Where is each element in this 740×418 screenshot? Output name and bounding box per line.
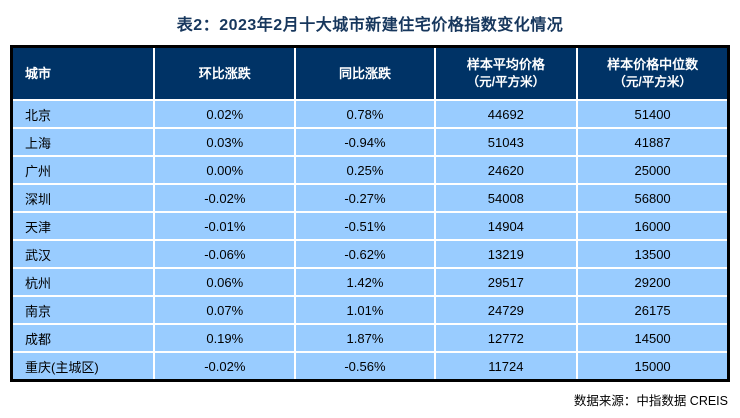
city-cell: 广州 bbox=[10, 155, 156, 185]
yoy-cell: 0.78% bbox=[294, 99, 436, 129]
table-row: 重庆(主城区) -0.02% -0.56% 11724 15000 bbox=[10, 351, 730, 382]
page-title: 表2：2023年2月十大城市新建住宅价格指数变化情况 bbox=[176, 17, 564, 34]
city-cell: 北京 bbox=[10, 99, 156, 129]
avg-price-cell: 13219 bbox=[433, 239, 579, 269]
avg-price-cell: 24620 bbox=[433, 155, 579, 185]
table-row: 武汉 -0.06% -0.62% 13219 13500 bbox=[10, 239, 730, 269]
mom-cell: -0.02% bbox=[153, 351, 297, 382]
column-header-median-price: 样本价格中位数 （元/平方米） bbox=[576, 45, 730, 101]
column-header-avg-price: 样本平均价格 （元/平方米） bbox=[433, 45, 579, 101]
mom-cell: 0.07% bbox=[153, 295, 297, 325]
mom-cell: 0.03% bbox=[153, 127, 297, 157]
avg-price-cell: 51043 bbox=[433, 127, 579, 157]
avg-price-cell: 24729 bbox=[433, 295, 579, 325]
avg-price-cell: 44692 bbox=[433, 99, 579, 129]
table-row: 上海 0.03% -0.94% 51043 41887 bbox=[10, 127, 730, 157]
table-header-row: 城市 环比涨跌 同比涨跌 样本平均价格 （元/平方米） 样本价格中位数 （元/平… bbox=[10, 45, 730, 101]
price-index-table: 城市 环比涨跌 同比涨跌 样本平均价格 （元/平方米） 样本价格中位数 （元/平… bbox=[10, 45, 730, 382]
mom-cell: -0.06% bbox=[153, 239, 297, 269]
table-row: 南京 0.07% 1.01% 24729 26175 bbox=[10, 295, 730, 325]
table-row: 广州 0.00% 0.25% 24620 25000 bbox=[10, 155, 730, 185]
median-price-cell: 16000 bbox=[576, 211, 730, 241]
median-price-cell: 56800 bbox=[576, 183, 730, 213]
city-cell: 深圳 bbox=[10, 183, 156, 213]
median-price-cell: 25000 bbox=[576, 155, 730, 185]
city-cell: 天津 bbox=[10, 211, 156, 241]
yoy-cell: -0.27% bbox=[294, 183, 436, 213]
data-source-note: 数据来源：中指数据 CREIS bbox=[573, 394, 728, 408]
table-row: 成都 0.19% 1.87% 12772 14500 bbox=[10, 323, 730, 353]
yoy-cell: 1.87% bbox=[294, 323, 436, 353]
yoy-cell: -0.94% bbox=[294, 127, 436, 157]
avg-price-cell: 12772 bbox=[433, 323, 579, 353]
city-cell: 上海 bbox=[10, 127, 156, 157]
city-cell: 重庆(主城区) bbox=[10, 351, 156, 382]
city-cell: 成都 bbox=[10, 323, 156, 353]
mom-cell: -0.01% bbox=[153, 211, 297, 241]
yoy-cell: -0.51% bbox=[294, 211, 436, 241]
table-row: 天津 -0.01% -0.51% 14904 16000 bbox=[10, 211, 730, 241]
avg-price-cell: 14904 bbox=[433, 211, 579, 241]
city-cell: 南京 bbox=[10, 295, 156, 325]
table-row: 深圳 -0.02% -0.27% 54008 56800 bbox=[10, 183, 730, 213]
median-price-cell: 41887 bbox=[576, 127, 730, 157]
avg-price-cell: 54008 bbox=[433, 183, 579, 213]
yoy-cell: 1.01% bbox=[294, 295, 436, 325]
median-price-cell: 26175 bbox=[576, 295, 730, 325]
table-row: 杭州 0.06% 1.42% 29517 29200 bbox=[10, 267, 730, 297]
city-cell: 杭州 bbox=[10, 267, 156, 297]
median-price-cell: 15000 bbox=[576, 351, 730, 382]
city-cell: 武汉 bbox=[10, 239, 156, 269]
column-header-city: 城市 bbox=[10, 45, 156, 101]
yoy-cell: 0.25% bbox=[294, 155, 436, 185]
mom-cell: 0.00% bbox=[153, 155, 297, 185]
unit-label: （元/平方米） bbox=[613, 74, 692, 89]
median-price-cell: 14500 bbox=[576, 323, 730, 353]
yoy-cell: -0.56% bbox=[294, 351, 436, 382]
median-price-cell: 13500 bbox=[576, 239, 730, 269]
mom-cell: 0.06% bbox=[153, 267, 297, 297]
median-price-cell: 29200 bbox=[576, 267, 730, 297]
mom-cell: 0.02% bbox=[153, 99, 297, 129]
column-header-yoy-change: 同比涨跌 bbox=[294, 45, 436, 101]
avg-price-cell: 11724 bbox=[433, 351, 579, 382]
column-header-mom-change: 环比涨跌 bbox=[153, 45, 297, 101]
unit-label: （元/平方米） bbox=[466, 74, 546, 89]
median-price-cell: 51400 bbox=[576, 99, 730, 129]
mom-cell: -0.02% bbox=[153, 183, 297, 213]
yoy-cell: 1.42% bbox=[294, 267, 436, 297]
mom-cell: 0.19% bbox=[153, 323, 297, 353]
table-row: 北京 0.02% 0.78% 44692 51400 bbox=[10, 99, 730, 129]
yoy-cell: -0.62% bbox=[294, 239, 436, 269]
avg-price-cell: 29517 bbox=[433, 267, 579, 297]
